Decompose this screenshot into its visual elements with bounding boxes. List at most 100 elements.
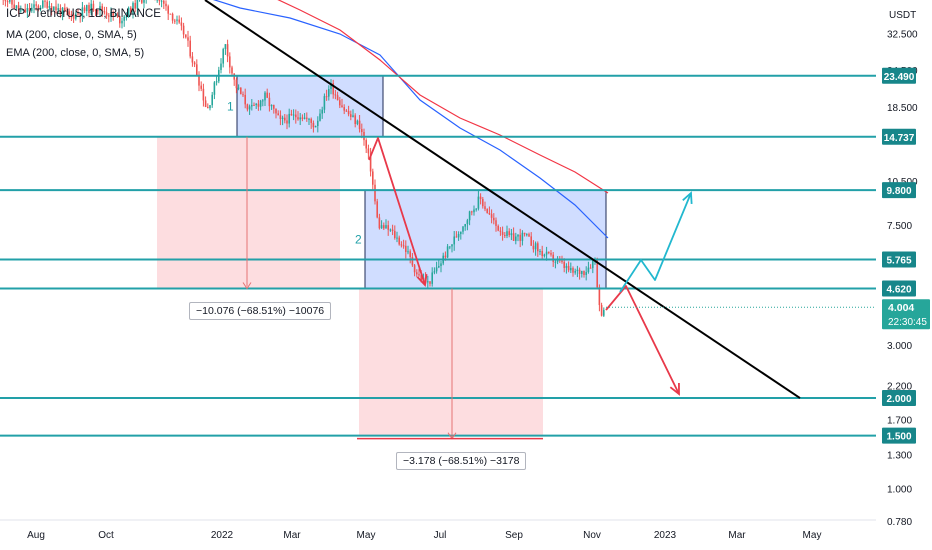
candle-body [123, 16, 125, 21]
candle-body [246, 104, 249, 110]
symbol-title[interactable]: ICP / TetherUS, 1D, BINANCE [6, 8, 161, 20]
candle-body [86, 5, 88, 12]
candle-body [409, 251, 411, 257]
level-tag-label: 4.620 [886, 285, 911, 296]
candle-body [235, 79, 238, 89]
candle-body [420, 275, 422, 281]
candle-body [389, 229, 392, 231]
bear-arrow-2-head [669, 382, 680, 396]
candle-body [224, 44, 227, 50]
candle-body [301, 117, 304, 119]
candle-body [81, 7, 84, 17]
candle-body [108, 15, 110, 17]
candle-body [380, 225, 383, 229]
candle-body [438, 266, 440, 268]
y-tick-label: 0.780 [887, 517, 912, 528]
candle-body [490, 214, 493, 218]
candle-body [361, 129, 363, 132]
candle-body [171, 13, 174, 21]
candle-body [583, 270, 585, 275]
candle-body [405, 245, 407, 252]
candle-body [367, 148, 370, 154]
level-tag [882, 67, 916, 84]
candle-body [570, 268, 572, 271]
candle-body [587, 267, 590, 273]
level-tag-label: 9.800 [886, 186, 911, 197]
candle-body [6, 1, 9, 3]
candle-body [484, 206, 486, 210]
candle-body [48, 6, 51, 8]
level-tag [882, 182, 916, 199]
candle-body [512, 233, 515, 241]
candle-body [119, 16, 121, 24]
candle-body [482, 199, 484, 207]
candle-body [266, 92, 268, 98]
ma-legend[interactable]: MA (200, close, 0, SMA, 5) [6, 29, 137, 41]
candles [2, 0, 605, 318]
candle-body [598, 287, 601, 306]
candle-body [365, 140, 367, 149]
candle-body [530, 236, 532, 246]
measure-label-1: −10.076 (−68.51%) −10076 [189, 302, 332, 320]
candle-body [185, 34, 187, 38]
candle-body [462, 226, 464, 232]
candle-body [521, 232, 524, 241]
candle-body [466, 220, 469, 225]
candle-body [288, 113, 290, 124]
candle-body [497, 225, 499, 231]
candle-body [592, 260, 594, 269]
candle-body [292, 114, 295, 116]
candle-body [53, 6, 55, 10]
candle-body [180, 22, 183, 26]
candle-body [341, 105, 343, 108]
candle-body [528, 234, 530, 237]
candle-body [350, 114, 352, 117]
candle-body [101, 6, 103, 12]
candle-body [268, 97, 271, 107]
drop-zone-2 [359, 288, 543, 436]
candle-body [493, 217, 495, 221]
candle-body [178, 19, 180, 23]
candle-body [312, 122, 315, 128]
candle-body [440, 263, 442, 267]
price-tag-countdown: 22:30:45 [888, 317, 927, 328]
candle-body [220, 63, 222, 70]
candle-body [295, 114, 297, 118]
y-tick-label: 7.500 [887, 221, 912, 232]
candle-body [539, 251, 541, 253]
candle-body [66, 10, 68, 12]
level-tag [882, 128, 916, 145]
candle-body [37, 5, 40, 9]
candle-body [277, 113, 279, 116]
candle-body [427, 281, 429, 283]
candle-body [369, 153, 372, 172]
candle-body [26, 8, 29, 13]
candle-body [213, 82, 216, 95]
candle-body [237, 87, 240, 89]
level-tag-label: 14.737 [884, 133, 915, 144]
candle-body [297, 117, 299, 120]
candle-body [136, 0, 139, 9]
candle-body [339, 100, 341, 106]
y-tick-label: 32.500 [887, 29, 918, 40]
candle-body [374, 184, 376, 202]
candle-body [11, 0, 13, 5]
candle-body [132, 2, 134, 14]
candle-body [325, 96, 328, 98]
level-tag [882, 390, 916, 407]
ema-legend[interactable]: EMA (200, close, 0, SMA, 5) [6, 47, 145, 59]
candle-body [394, 230, 396, 238]
range-label-2: 2 [355, 232, 362, 246]
measure-label-2: −3.178 (−68.51%) −3178 [396, 452, 527, 470]
candle-body [352, 115, 354, 117]
bull-arrow-head [682, 191, 693, 205]
candle-body [79, 14, 81, 17]
bear-arrow-1 [368, 137, 426, 286]
candle-body [77, 13, 79, 15]
y-tick-label: 2.200 [887, 382, 912, 393]
x-tick-label: Nov [583, 530, 601, 541]
candle-body [504, 234, 506, 237]
candle-body [83, 7, 86, 12]
candle-body [15, 5, 18, 9]
